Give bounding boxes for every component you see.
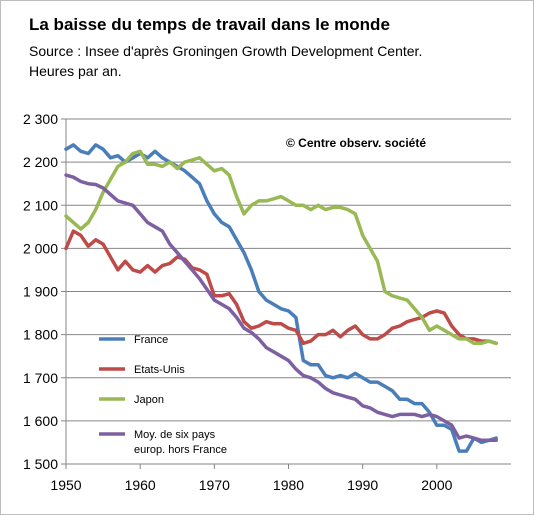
y-tick-label-2000: 2 000 — [23, 240, 58, 256]
series-line-0 — [64, 143, 498, 453]
series-line-2 — [64, 149, 498, 346]
chart-title: La baisse du temps de travail dans le mo… — [29, 15, 390, 34]
x-tick-label-1980: 1980 — [273, 477, 304, 493]
copyright-annotation: © Centre observ. société — [286, 136, 426, 150]
legend: France Etats-Unis Japon Moy. de six pays eur… — [99, 334, 227, 456]
y-tick-label-2200: 2 200 — [23, 154, 58, 170]
legend-label-1: Etats-Unis — [134, 364, 185, 376]
y-tick-label-1500: 1 500 — [23, 456, 58, 472]
series-line-3 — [64, 173, 498, 443]
x-tick-label-1990: 1990 — [347, 477, 378, 493]
x-tick-label-2000: 2000 — [421, 477, 452, 493]
legend-label-0: France — [134, 334, 168, 346]
subtitle-line-units: Heures par an. — [29, 63, 122, 79]
legend-label-3-line-0: Moy. de six pays — [134, 429, 216, 441]
legend-label-2: Japon — [134, 394, 164, 406]
y-tick-label-1600: 1 600 — [23, 413, 58, 429]
y-tick-label-2100: 2 100 — [23, 197, 58, 213]
y-tick-label-1800: 1 800 — [23, 327, 58, 343]
y-tick-labels: 1 500 1 600 1 700 1 800 1 900 2 000 2 100 2 200… — [23, 111, 58, 472]
series-line-1 — [64, 229, 498, 346]
x-tick-labels: 1950 1960 1970 1980 1990 2000 — [50, 477, 452, 493]
chart-subtitle: Source : Insee d'après Groningen Growth … — [29, 41, 422, 81]
y-tick-label-1900: 1 900 — [23, 284, 58, 300]
legend-label-3-line-1: europ. hors France — [134, 444, 227, 456]
x-tick-label-1950: 1950 — [50, 477, 81, 493]
y-tick-label-1700: 1 700 — [23, 370, 58, 386]
subtitle-line-source: Source : Insee d'après Groningen Growth … — [29, 43, 423, 59]
gridlines — [61, 118, 511, 469]
x-tick-label-1960: 1960 — [125, 477, 156, 493]
x-tick-label-1970: 1970 — [199, 477, 230, 493]
series-lines — [64, 143, 498, 453]
y-tick-label-2300: 2 300 — [23, 111, 58, 127]
